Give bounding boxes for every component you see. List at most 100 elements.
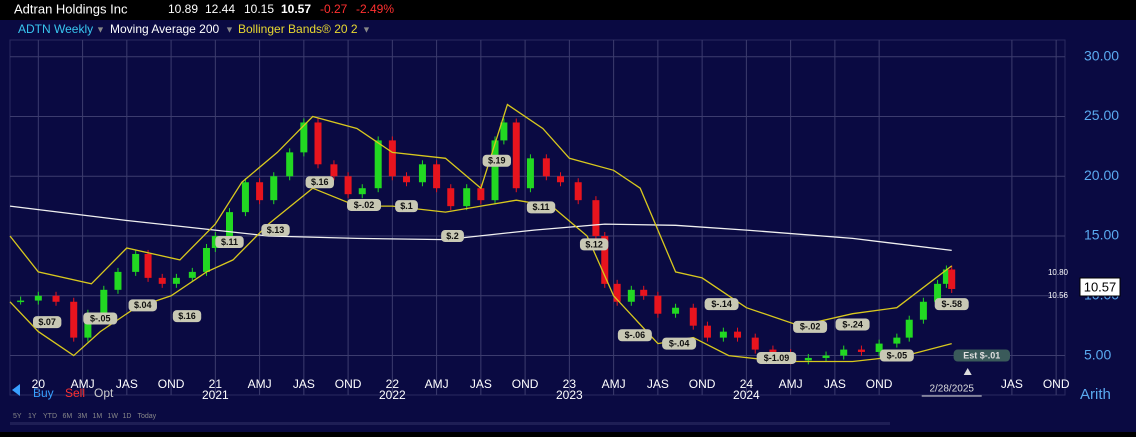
- annotation-label: $.04: [134, 300, 152, 310]
- legend-entry[interactable]: ADTN Weekly: [18, 22, 93, 36]
- x-tick-label: OND: [1043, 377, 1070, 391]
- annotation-box: [172, 310, 202, 323]
- candle: [875, 343, 883, 352]
- timeframe-button[interactable]: 5Y: [13, 413, 22, 420]
- annotation-label: $-.14: [711, 299, 732, 309]
- timeframe-button[interactable]: 1W: [108, 413, 119, 420]
- opt-button[interactable]: Opt: [94, 386, 114, 400]
- quote-last: 10.57: [281, 2, 311, 16]
- candle: [942, 269, 950, 284]
- y-tick-label: 30.00: [1084, 47, 1119, 63]
- annotation-label: $.16: [178, 311, 196, 321]
- x-tick-label: JAS: [824, 377, 846, 391]
- annotation-box: [482, 154, 511, 167]
- candle: [225, 212, 233, 237]
- annotation-label: $-.04: [669, 338, 690, 348]
- timeframe-button[interactable]: 3M: [78, 413, 88, 420]
- annotation-label: $-.02: [354, 200, 375, 210]
- candle: [557, 176, 565, 183]
- scrollbar: [10, 422, 890, 425]
- annotation-label: $.1: [400, 201, 413, 211]
- candle: [703, 325, 711, 338]
- annotation-box: [579, 238, 609, 251]
- annotation-label: $-1.09: [764, 353, 790, 363]
- candle: [158, 277, 166, 284]
- candle: [804, 357, 812, 361]
- scale-mode[interactable]: Arith: [1080, 386, 1111, 403]
- candle: [256, 182, 264, 201]
- candle: [919, 301, 927, 320]
- candle: [689, 307, 697, 326]
- dropdown-arrow[interactable]: ▼: [96, 24, 105, 34]
- indicator-line: [9, 205, 952, 252]
- annotation-box: [395, 200, 418, 213]
- sell-button[interactable]: Sell: [65, 386, 85, 400]
- quote-change-pct: -2.49%: [356, 2, 394, 16]
- x-tick-label: AMJ: [779, 377, 803, 391]
- candle: [840, 349, 848, 356]
- legend-entry[interactable]: Moving Average 200: [110, 22, 220, 36]
- candle: [512, 122, 520, 189]
- candle: [84, 313, 92, 338]
- legend-entry[interactable]: Bollinger Bands® 20 2: [238, 22, 358, 36]
- annotation-label: $.19: [488, 156, 506, 166]
- annotation-box: [128, 299, 157, 312]
- timeframe-button[interactable]: 6M: [63, 413, 73, 420]
- timeframe-button[interactable]: 1D: [123, 413, 132, 420]
- candle: [300, 122, 308, 153]
- candle: [403, 176, 411, 183]
- candle: [34, 295, 42, 301]
- year-label: 2023: [556, 388, 583, 402]
- candle: [477, 188, 485, 201]
- candle: [905, 319, 913, 338]
- cursor-date: 2/28/2025: [929, 384, 974, 395]
- buy-arrow: [12, 384, 20, 396]
- candle: [500, 122, 508, 141]
- candle: [418, 164, 426, 183]
- candle: [202, 247, 210, 272]
- annotation-label: $.11: [533, 202, 550, 212]
- annotation-box: [934, 298, 969, 311]
- candle: [822, 355, 830, 358]
- candle: [344, 176, 352, 195]
- annotation-label: $.11: [221, 237, 238, 247]
- candle: [592, 200, 600, 237]
- annotation-box: [756, 351, 797, 364]
- indicator-line: [9, 103, 953, 327]
- candle: [542, 158, 550, 177]
- candle: [769, 349, 777, 354]
- candle: [388, 140, 396, 177]
- x-tick-label: OND: [689, 377, 716, 391]
- dropdown-arrow[interactable]: ▼: [362, 24, 371, 34]
- dropdown-arrow[interactable]: ▼: [225, 24, 234, 34]
- quote-change: -0.27: [320, 2, 348, 16]
- x-tick-label: 22: [386, 377, 400, 391]
- x-tick-label: 24: [740, 377, 754, 391]
- candle: [52, 295, 60, 302]
- chart-background: [0, 20, 1136, 432]
- x-tick-label: JAS: [293, 377, 315, 391]
- candle: [374, 140, 382, 189]
- candle: [17, 300, 25, 303]
- x-tick-label: OND: [158, 377, 185, 391]
- annotation-label: $.07: [38, 317, 56, 327]
- candle: [286, 152, 294, 177]
- timeframe-button[interactable]: 1M: [93, 413, 103, 420]
- annotation-label: $-.02: [800, 322, 821, 332]
- candle: [719, 331, 727, 338]
- x-tick-label: 21: [209, 377, 223, 391]
- x-tick-label: OND: [866, 377, 893, 391]
- annotation-box: [441, 230, 464, 243]
- candle: [241, 182, 249, 213]
- x-tick-label: OND: [512, 377, 539, 391]
- timeframe-button[interactable]: Today: [138, 413, 157, 420]
- x-tick-label: 23: [563, 377, 577, 391]
- candle: [100, 289, 108, 314]
- candle: [144, 253, 152, 278]
- timeframe-button[interactable]: 1Y: [28, 413, 37, 420]
- annotation-label: $.16: [311, 177, 329, 187]
- timeframe-button[interactable]: YTD: [43, 413, 57, 420]
- candle: [601, 236, 609, 284]
- candle: [948, 269, 956, 289]
